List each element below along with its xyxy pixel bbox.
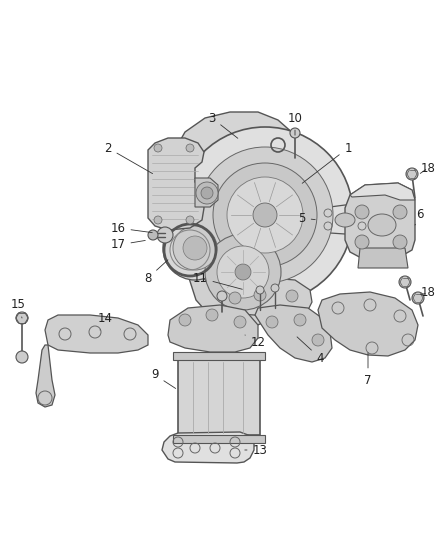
Text: 2: 2: [104, 141, 152, 174]
Circle shape: [227, 177, 303, 253]
Polygon shape: [220, 278, 312, 316]
Polygon shape: [45, 315, 148, 353]
Circle shape: [294, 314, 306, 326]
Circle shape: [177, 127, 353, 303]
Circle shape: [355, 235, 369, 249]
Circle shape: [412, 292, 424, 304]
Circle shape: [163, 216, 227, 280]
Polygon shape: [318, 292, 418, 356]
Text: 12: 12: [245, 335, 265, 349]
Text: 18: 18: [420, 161, 435, 174]
Polygon shape: [195, 178, 218, 207]
Polygon shape: [255, 305, 332, 362]
Circle shape: [286, 290, 298, 302]
Circle shape: [290, 128, 300, 138]
Text: 7: 7: [364, 353, 372, 386]
Circle shape: [206, 309, 218, 321]
Polygon shape: [358, 248, 408, 268]
Polygon shape: [148, 138, 204, 230]
Circle shape: [148, 230, 158, 240]
Polygon shape: [318, 205, 374, 234]
Circle shape: [406, 168, 418, 180]
Circle shape: [201, 187, 213, 199]
Circle shape: [234, 316, 246, 328]
Circle shape: [179, 314, 191, 326]
Text: 13: 13: [245, 443, 268, 456]
Circle shape: [217, 246, 269, 298]
Circle shape: [154, 216, 162, 224]
Polygon shape: [350, 183, 415, 200]
Polygon shape: [170, 112, 308, 230]
Text: 8: 8: [144, 260, 168, 285]
Circle shape: [393, 235, 407, 249]
Circle shape: [205, 234, 281, 310]
Polygon shape: [173, 435, 265, 443]
Circle shape: [217, 291, 227, 301]
Circle shape: [183, 236, 207, 260]
Circle shape: [186, 144, 194, 152]
Circle shape: [213, 163, 317, 267]
Polygon shape: [36, 345, 55, 407]
Circle shape: [173, 226, 217, 270]
Polygon shape: [162, 432, 254, 463]
Text: 6: 6: [415, 208, 424, 225]
Text: 17: 17: [110, 238, 145, 252]
Circle shape: [154, 144, 162, 152]
Circle shape: [312, 334, 324, 346]
Ellipse shape: [368, 214, 396, 236]
Text: 15: 15: [11, 298, 25, 318]
Circle shape: [157, 227, 173, 243]
Text: 14: 14: [98, 311, 113, 330]
Text: 10: 10: [288, 111, 302, 135]
Circle shape: [16, 351, 28, 363]
Polygon shape: [345, 183, 415, 260]
Circle shape: [355, 205, 369, 219]
Ellipse shape: [335, 213, 355, 227]
Text: 3: 3: [208, 111, 238, 138]
Circle shape: [253, 203, 277, 227]
Text: 11: 11: [192, 271, 242, 289]
Circle shape: [256, 286, 264, 294]
Circle shape: [197, 147, 333, 283]
Text: 5: 5: [298, 212, 315, 224]
Polygon shape: [168, 305, 258, 352]
Circle shape: [235, 264, 251, 280]
Text: 18: 18: [420, 287, 435, 300]
Circle shape: [16, 312, 28, 324]
Polygon shape: [188, 210, 298, 326]
Circle shape: [271, 284, 279, 292]
Circle shape: [399, 276, 411, 288]
Text: 4: 4: [297, 337, 324, 365]
Text: 16: 16: [110, 222, 152, 235]
Circle shape: [393, 205, 407, 219]
Circle shape: [254, 289, 266, 301]
Polygon shape: [173, 352, 265, 360]
Circle shape: [266, 316, 278, 328]
Circle shape: [229, 292, 241, 304]
Circle shape: [196, 182, 218, 204]
Text: 1: 1: [302, 141, 352, 183]
Text: 9: 9: [151, 368, 176, 389]
Circle shape: [186, 216, 194, 224]
Polygon shape: [178, 360, 260, 435]
